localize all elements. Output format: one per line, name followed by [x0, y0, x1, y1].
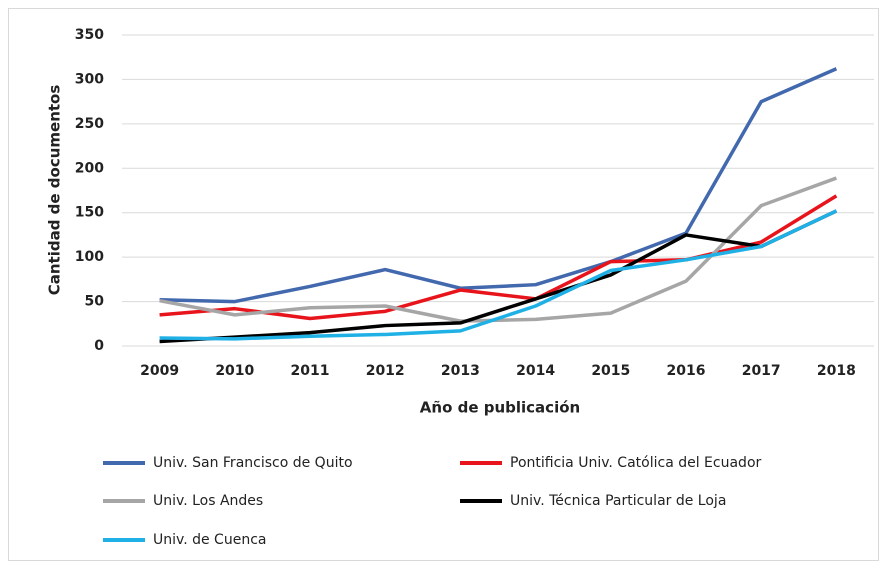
legend-label: Univ. Técnica Particular de Loja [510, 493, 726, 509]
legend-label: Univ. San Francisco de Quito [153, 455, 353, 471]
y-tick-label: 0 [94, 338, 104, 354]
legend-label: Univ. Los Andes [153, 493, 263, 509]
y-tick-label: 200 [75, 160, 104, 176]
x-tick-label: 2016 [667, 363, 706, 379]
x-tick-label: 2013 [441, 363, 480, 379]
x-tick-label: 2014 [516, 363, 555, 379]
y-tick-label: 250 [75, 116, 104, 132]
y-tick-label: 350 [75, 27, 104, 43]
x-axis-title: Año de publicación [420, 399, 580, 417]
legend-label: Univ. de Cuenca [153, 532, 266, 548]
series-line [159, 194, 838, 321]
y-tick-label: 50 [85, 294, 105, 310]
x-tick-label: 2009 [140, 363, 179, 379]
legend-label: Pontificia Univ. Católica del Ecuador [510, 455, 762, 471]
y-tick-label: 300 [75, 71, 104, 87]
x-tick-label: 2012 [366, 363, 405, 379]
series-line [159, 67, 838, 304]
y-tick-label: 100 [75, 249, 104, 265]
chart-frame [8, 8, 879, 561]
x-tick-label: 2011 [291, 363, 330, 379]
y-tick-label: 150 [75, 205, 104, 221]
y-axis-title: Cantidad de documentos [46, 85, 64, 296]
series-line [159, 209, 838, 341]
x-tick-label: 2010 [215, 363, 254, 379]
series-line [159, 209, 838, 344]
x-tick-label: 2018 [817, 363, 856, 379]
x-tick-label: 2015 [591, 363, 630, 379]
x-tick-label: 2017 [742, 363, 781, 379]
